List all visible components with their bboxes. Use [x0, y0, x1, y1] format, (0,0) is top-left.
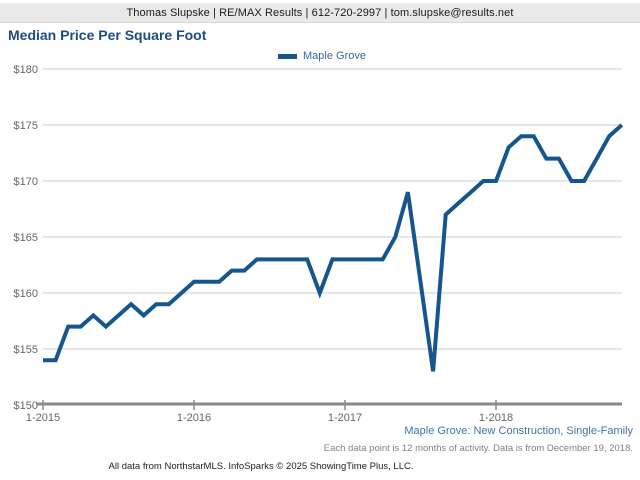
agent-header-bar: Thomas Slupske | RE/MAX Results | 612-72… — [0, 3, 640, 23]
series-context-link[interactable]: Maple Grove: New Construction, Single-Fa… — [404, 425, 633, 437]
y-axis-tick-label: $155 — [14, 344, 38, 356]
x-axis-tick-label: 1-2016 — [177, 412, 211, 424]
y-axis-tick-label: $160 — [14, 288, 38, 300]
y-axis-tick-label: $175 — [14, 120, 38, 132]
chart-title: Median Price Per Square Foot — [8, 27, 207, 43]
y-axis-tick-label: $165 — [14, 232, 38, 244]
x-axis-tick-label: 1-2015 — [26, 412, 60, 424]
maple-grove-price-line — [43, 123, 624, 372]
x-axis-tick-label: 1-2018 — [479, 412, 513, 424]
y-axis-tick-label: $180 — [14, 64, 38, 76]
y-axis-tick-label: $170 — [14, 176, 38, 188]
x-axis-tick-label: 1-2017 — [328, 412, 362, 424]
attribution-text: All data from NorthstarMLS. InfoSparks ©… — [108, 461, 414, 472]
data-note: Each data point is 12 months of activity… — [323, 443, 633, 454]
legend-line-swatch — [278, 53, 297, 59]
chart-legend: Maple Grove — [278, 50, 366, 62]
y-axis-tick-label: $150 — [14, 400, 38, 412]
legend-label: Maple Grove — [303, 50, 366, 62]
agent-contact-line: Thomas Slupske | RE/MAX Results | 612-72… — [126, 6, 514, 19]
